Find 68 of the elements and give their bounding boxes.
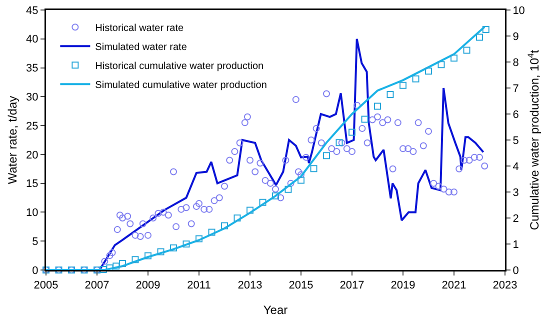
- point: [246, 206, 254, 214]
- point: [425, 68, 432, 75]
- y-tick-label: 20: [26, 149, 38, 162]
- y2-tick-label: 2: [512, 212, 519, 225]
- x-tick-label: 2009: [136, 280, 160, 292]
- x-tick-label: 2019: [390, 280, 416, 292]
- y2-tick-label: 8: [512, 56, 519, 69]
- y-tick-label: 30: [26, 92, 38, 104]
- point: [323, 152, 330, 160]
- point: [119, 260, 126, 267]
- y-axis-title: Water rate, t/day: [6, 96, 20, 184]
- point: [144, 252, 152, 260]
- y-tick-label: 5: [32, 236, 38, 248]
- y2-tick-label: 6: [512, 108, 519, 121]
- x-axis-title: Year: [263, 303, 288, 317]
- point: [132, 256, 139, 264]
- y-tick-label: 10: [26, 207, 38, 220]
- x-tick-label: 2011: [187, 280, 211, 292]
- y2-tick-label: 5: [512, 134, 519, 147]
- point: [450, 54, 458, 62]
- legend-label: Simulated water rate: [95, 42, 188, 53]
- point: [336, 139, 343, 146]
- point: [234, 214, 241, 222]
- point: [112, 262, 120, 270]
- point: [170, 244, 177, 252]
- y2-tick-label: 10: [512, 4, 525, 17]
- y-tick-label: 45: [26, 4, 38, 17]
- y-tick-label: 0: [32, 264, 38, 277]
- point: [298, 176, 304, 184]
- x-tick-label: 2021: [442, 280, 466, 292]
- point: [412, 75, 420, 82]
- y-tick-label: 25: [26, 120, 38, 132]
- point: [196, 235, 202, 242]
- point: [476, 34, 483, 41]
- point: [463, 46, 470, 54]
- x-tick-label: 2007: [84, 280, 110, 292]
- point: [182, 240, 190, 248]
- legend-label: Historical cumulative water production: [95, 61, 264, 72]
- point: [221, 222, 228, 230]
- y-tick-label: 35: [26, 62, 38, 75]
- y2-tick-label: 4: [512, 160, 519, 173]
- x-tick-label: 2023: [492, 280, 518, 292]
- point: [361, 116, 368, 123]
- point: [482, 26, 490, 33]
- point: [438, 61, 445, 68]
- point: [374, 102, 381, 110]
- point: [400, 82, 406, 89]
- x-tick-label: 2005: [34, 280, 58, 292]
- point: [259, 198, 266, 206]
- y2-tick-label: 1: [512, 238, 519, 251]
- point: [208, 228, 216, 236]
- x-tick-label: 2015: [288, 280, 314, 292]
- x-tick-label: 2017: [340, 280, 364, 292]
- y2-tick-label: 9: [512, 30, 519, 43]
- y2-tick-label: 7: [512, 82, 519, 95]
- legend-label: Historical water rate: [95, 23, 184, 34]
- y2-tick-label: 0: [512, 264, 519, 277]
- y-tick-label: 15: [26, 178, 38, 190]
- x-tick-label: 2013: [238, 280, 262, 292]
- point: [348, 128, 356, 136]
- point: [386, 91, 394, 98]
- y2-tick-label: 3: [512, 186, 519, 199]
- y-tick-label: 40: [26, 34, 38, 46]
- point: [310, 165, 318, 172]
- point: [157, 248, 164, 256]
- point: [284, 186, 292, 193]
- legend-label: Simulated cumulative water production: [95, 80, 267, 91]
- point: [272, 192, 279, 200]
